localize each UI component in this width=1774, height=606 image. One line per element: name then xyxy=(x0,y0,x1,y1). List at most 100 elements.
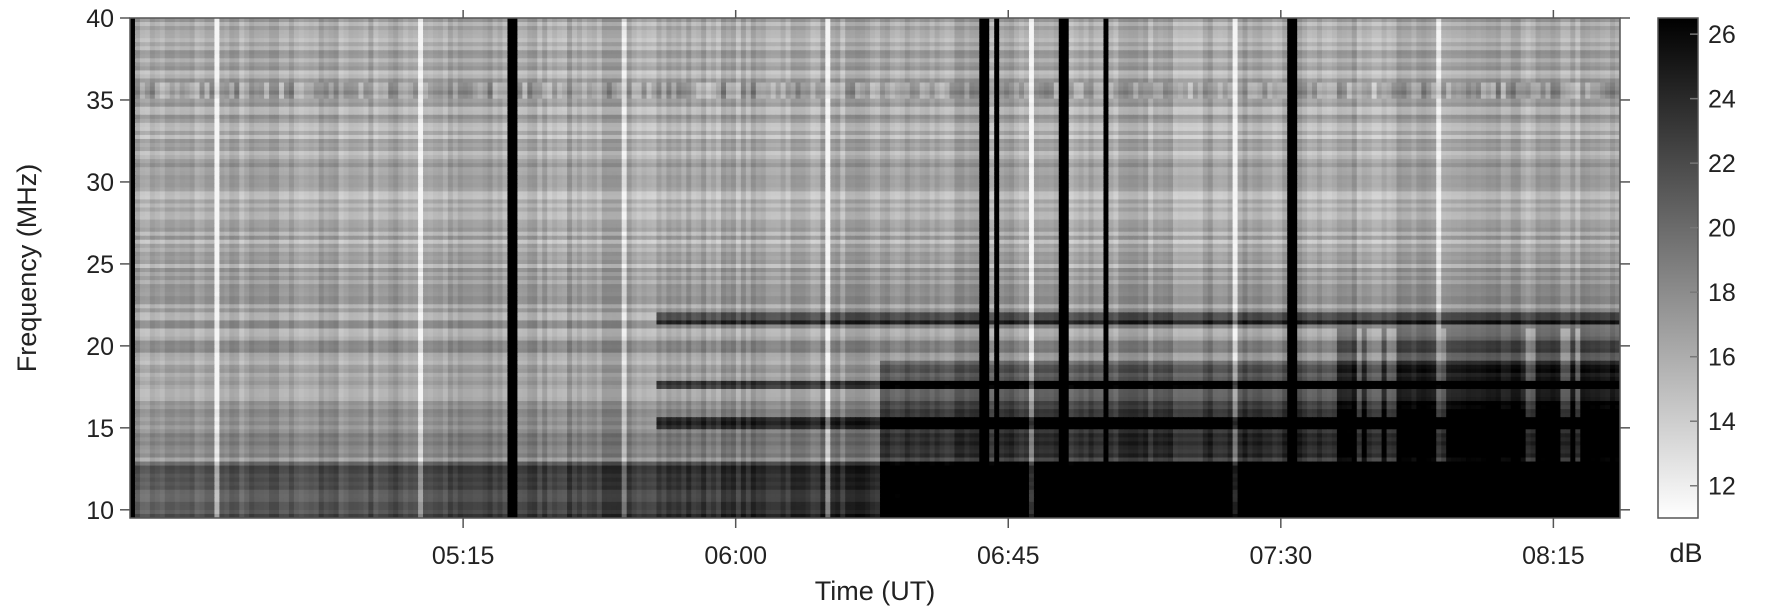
spectrogram-cell xyxy=(303,38,310,43)
spectrogram-cell xyxy=(408,30,414,35)
spectrogram-cell xyxy=(244,34,250,39)
spectrogram-cell xyxy=(671,74,677,80)
spectrogram-cell xyxy=(428,66,434,72)
spectrogram-cell xyxy=(681,70,687,76)
spectrogram-cell xyxy=(194,42,201,47)
spectrogram-cell xyxy=(606,22,613,27)
spectrogram-cell xyxy=(323,62,330,67)
spectrogram-cell xyxy=(507,78,514,84)
spectrogram-cell xyxy=(929,54,936,59)
spectrogram-cell xyxy=(666,62,672,67)
spectrogram-cell xyxy=(1595,62,1601,67)
spectrogram-cell xyxy=(139,82,146,88)
spectrogram-cell xyxy=(1381,26,1388,31)
spectrogram-cell xyxy=(914,34,921,39)
spectrogram-cell xyxy=(1336,42,1343,47)
spectrogram-cell xyxy=(517,30,523,35)
spectrogram-cell xyxy=(1217,74,1224,80)
spectrogram-cell xyxy=(1182,18,1189,23)
spectrogram-cell xyxy=(1525,30,1532,35)
spectrogram-cell xyxy=(1302,58,1308,63)
spectrogram-cell xyxy=(1396,66,1403,72)
spectrogram-cell xyxy=(1575,70,1581,76)
spectrogram-cell xyxy=(1480,78,1487,84)
spectrogram-cell xyxy=(1202,22,1209,27)
spectrogram-cell xyxy=(308,30,315,35)
spectrogram-cell xyxy=(1451,74,1457,80)
spectrogram-cell xyxy=(1257,62,1263,67)
spectrogram-cell xyxy=(1217,46,1224,51)
spectrogram-cell xyxy=(348,22,355,27)
spectrogram-cell xyxy=(835,78,841,84)
spectrogram-cell xyxy=(879,46,886,51)
spectrogram-cell xyxy=(229,34,235,39)
spectrogram-cell xyxy=(641,54,648,59)
spectrogram-cell xyxy=(452,42,459,47)
spectrogram-cell xyxy=(596,62,603,67)
spectrogram-cell xyxy=(1530,74,1537,80)
spectrogram-cell xyxy=(378,74,384,80)
spectrogram-cell xyxy=(298,38,305,43)
spectrogram-cell xyxy=(626,74,633,80)
spectrogram-cell xyxy=(1530,50,1537,55)
spectrogram-cell xyxy=(1545,70,1552,76)
spectrogram-cell xyxy=(562,78,568,84)
spectrogram-cell xyxy=(457,30,464,35)
spectrogram-cell xyxy=(855,46,861,51)
spectrogram-cell xyxy=(1192,26,1199,31)
spectrogram-cell xyxy=(1441,26,1447,31)
spectrogram-cell xyxy=(1585,78,1591,84)
spectrogram-cell xyxy=(413,66,419,72)
spectrogram-cell xyxy=(423,70,429,76)
spectrogram-cell xyxy=(134,42,141,47)
spectrogram-cell xyxy=(755,42,762,47)
spectrogram-cell xyxy=(1088,30,1095,35)
spectrogram-cell xyxy=(557,42,563,47)
spectrogram-cell xyxy=(1406,70,1412,76)
spectrogram-cell xyxy=(1212,70,1219,76)
spectrogram-cell xyxy=(1322,38,1328,43)
spectrogram-cell xyxy=(586,22,593,27)
spectrogram-cell xyxy=(785,46,792,51)
spectrogram-cell xyxy=(726,50,732,55)
spectrogram-cell xyxy=(457,42,464,47)
spectrogram-cell xyxy=(1471,78,1477,84)
spectrogram-cell xyxy=(1078,46,1085,51)
spectrogram-cell xyxy=(1272,30,1278,35)
spectrogram-cell xyxy=(775,50,782,55)
spectrogram-cell xyxy=(353,26,360,31)
spectrogram-cell xyxy=(432,30,439,35)
spectrogram-cell xyxy=(229,66,235,72)
spectrogram-cell xyxy=(512,82,518,88)
spectrogram-cell xyxy=(1038,50,1045,55)
spectrogram-cell xyxy=(189,26,196,31)
spectrogram-cell xyxy=(1326,34,1333,39)
spectrogram-cell xyxy=(904,50,911,55)
spectrogram-cell xyxy=(1615,78,1620,84)
spectrogram-cell xyxy=(770,74,777,80)
spectrogram-cell xyxy=(1326,74,1333,80)
spectrogram-cell xyxy=(815,30,821,35)
spectrogram-cell xyxy=(1088,82,1095,88)
spectrogram-cell xyxy=(780,82,787,88)
spectrogram-cell xyxy=(666,26,672,31)
spectrogram-cell xyxy=(1317,38,1323,43)
spectrogram-cell xyxy=(418,46,424,51)
spectrogram-cell xyxy=(870,22,876,27)
spectrogram-cell xyxy=(363,22,369,27)
spectrogram-cell xyxy=(1024,30,1030,35)
spectrogram-cell xyxy=(661,58,667,63)
spectrogram-cell xyxy=(865,50,871,55)
spectrogram-cell xyxy=(199,66,206,72)
spectrogram-cell xyxy=(214,38,220,43)
spectrogram-cell xyxy=(517,58,523,63)
spectrogram-cell xyxy=(199,58,206,63)
spectrogram-cell xyxy=(532,22,538,27)
spectrogram-cell xyxy=(254,78,260,84)
spectrogram-cell xyxy=(1028,74,1035,80)
spectrogram-cell xyxy=(1217,18,1224,23)
spectrogram-cell xyxy=(577,74,583,80)
spectrogram-cell xyxy=(527,54,533,59)
spectrogram-cell xyxy=(616,22,623,27)
spectrogram-cell xyxy=(1093,18,1100,23)
